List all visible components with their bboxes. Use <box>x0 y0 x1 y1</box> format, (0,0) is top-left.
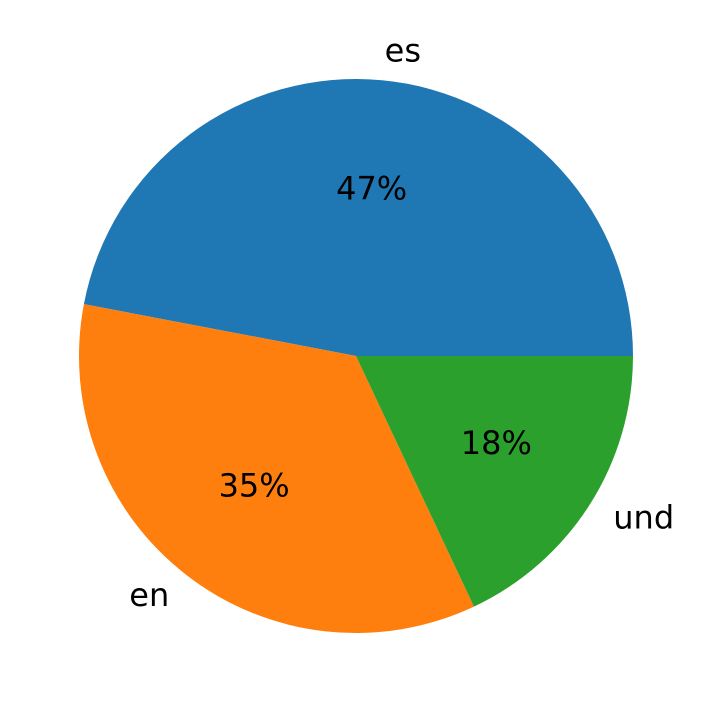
pie-slice <box>78 304 474 633</box>
slice-label: es <box>385 32 421 70</box>
value-label: 35% <box>219 466 290 504</box>
slice-label: und <box>613 498 674 536</box>
value-label: 47% <box>336 170 407 208</box>
pie-slice <box>83 79 633 357</box>
pie-slice <box>356 356 633 607</box>
value-label: 18% <box>461 424 532 462</box>
slice-label: en <box>129 576 169 614</box>
